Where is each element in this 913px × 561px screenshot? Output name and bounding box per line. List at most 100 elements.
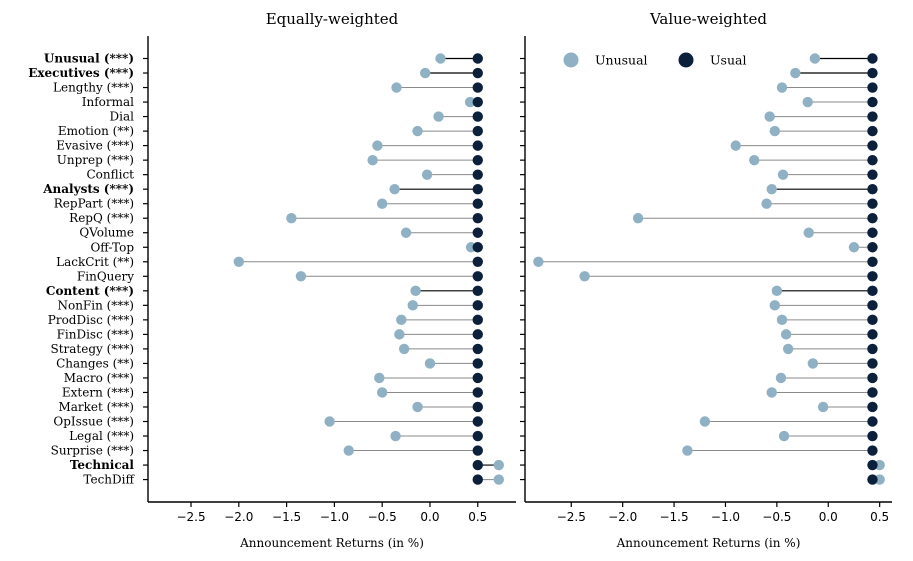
usual-point-surprise — [472, 445, 483, 456]
usual-point-technical — [472, 459, 483, 471]
category-label-opissue: OpIssue (***) — [53, 415, 134, 429]
unusual-point-dial — [764, 111, 775, 122]
category-label-macro: Macro (***) — [64, 371, 134, 385]
unusual-point-unprep — [749, 154, 760, 166]
unusual-point-surprise — [343, 445, 354, 456]
unusual-point-strategy — [398, 343, 410, 355]
usual-point-finquery — [867, 271, 878, 282]
unusual-point-evasive — [372, 140, 383, 151]
unusual-point-strategy — [782, 343, 794, 355]
usual-point-extern — [867, 387, 878, 398]
usual-point-strategy — [472, 343, 483, 355]
usual-point-reppart — [867, 198, 878, 209]
unusual-point-market — [817, 401, 829, 413]
category-label-technical: Technical — [70, 458, 135, 472]
unusual-point-executives — [790, 67, 801, 79]
unusual-point-lackcrit — [533, 256, 544, 267]
usual-point-evasive — [472, 140, 483, 151]
usual-point-opissue — [472, 416, 483, 427]
category-label-informal: Informal — [82, 95, 134, 109]
usual-point-macro — [867, 372, 878, 384]
unusual-point-macro — [374, 372, 385, 384]
category-label-off-top: Off-Top — [90, 240, 134, 254]
unusual-point-extern — [376, 387, 388, 398]
category-label-proddisc: ProdDisc (***) — [48, 313, 134, 327]
unusual-point-lackcrit — [233, 256, 245, 267]
category-label-nonfin: NonFin (***) — [57, 298, 134, 312]
usual-point-unprep — [472, 154, 483, 166]
unusual-point-emotion — [412, 125, 423, 137]
unusual-point-unusual — [809, 53, 821, 64]
usual-point-analysts — [867, 183, 878, 195]
unusual-point-qvolume — [803, 227, 814, 238]
usual-point-strategy — [867, 343, 878, 355]
unusual-point-techdiff — [493, 474, 504, 485]
usual-point-qvolume — [472, 227, 483, 238]
usual-point-proddisc — [472, 314, 483, 326]
usual-point-informal — [867, 96, 878, 108]
usual-point-emotion — [867, 125, 878, 137]
panel-equally-weighted: Equally-weighted Announcement Returns (i… — [28, 10, 516, 550]
usual-point-changes — [472, 358, 483, 369]
unusual-point-techdiff — [874, 474, 885, 485]
usual-point-techdiff — [867, 474, 878, 485]
category-label-unusual: Unusual (***) — [44, 52, 134, 66]
unusual-point-technical — [493, 459, 504, 471]
unusual-point-executives — [419, 67, 431, 79]
unusual-point-market — [412, 401, 423, 413]
x-tick-label: −2.0 — [608, 510, 637, 524]
usual-point-analysts — [472, 183, 483, 195]
usual-point-legal — [867, 430, 878, 442]
category-label-lengthy: Lengthy (***) — [53, 81, 134, 95]
category-label-reppart: RepPart (***) — [54, 197, 134, 211]
legend-marker-unusual — [563, 52, 579, 68]
unusual-point-macro — [775, 372, 787, 384]
usual-point-dial — [472, 111, 483, 122]
usual-point-unprep — [867, 154, 878, 166]
x-tick-label: −2.0 — [224, 510, 253, 524]
category-label-techdiff: TechDiff — [83, 473, 135, 487]
unusual-point-content — [410, 285, 421, 297]
category-label-legal: Legal (***) — [69, 429, 134, 443]
panel-title-equally-weighted: Equally-weighted — [266, 10, 399, 28]
category-label-changes: Changes (**) — [56, 356, 134, 370]
unusual-point-informal — [464, 96, 476, 108]
category-label-emotion: Emotion (**) — [58, 124, 134, 138]
usual-point-unusual — [472, 53, 483, 64]
unusual-point-off-top — [848, 242, 860, 253]
usual-point-lengthy — [867, 82, 878, 93]
unusual-point-proddisc — [776, 314, 788, 326]
usual-point-findisc — [472, 329, 483, 340]
unusual-point-changes — [807, 358, 819, 369]
usual-point-legal — [472, 430, 483, 442]
unusual-point-technical — [874, 459, 885, 471]
unusual-point-analysts — [389, 183, 400, 195]
unusual-point-conflict — [777, 169, 789, 180]
unusual-point-legal — [390, 430, 401, 442]
unusual-point-emotion — [769, 125, 781, 137]
x-axis-label-value-weighted: Announcement Returns (in %) — [616, 536, 801, 550]
x-tick-label: −1.0 — [320, 510, 349, 524]
usual-point-conflict — [867, 169, 878, 180]
usual-point-lengthy — [472, 82, 483, 93]
usual-point-opissue — [867, 416, 878, 427]
usual-point-dial — [867, 111, 878, 122]
unusual-point-content — [771, 285, 783, 297]
unusual-point-findisc — [780, 329, 792, 340]
unusual-point-repq — [632, 213, 644, 224]
usual-point-techdiff — [472, 474, 483, 485]
unusual-point-lengthy — [776, 82, 788, 93]
x-tick-label: −1.0 — [711, 510, 740, 524]
category-label-strategy: Strategy (***) — [51, 342, 135, 356]
usual-point-unusual — [867, 53, 878, 64]
unusual-point-opissue — [699, 416, 711, 427]
unusual-point-unusual — [435, 53, 446, 64]
usual-point-changes — [867, 358, 878, 369]
unusual-point-nonfin — [407, 300, 418, 311]
category-label-qvolume: QVolume — [79, 226, 134, 240]
usual-point-reppart — [472, 198, 483, 209]
unusual-point-surprise — [682, 445, 693, 456]
category-label-repq: RepQ (***) — [69, 211, 134, 225]
unusual-point-finquery — [295, 271, 307, 282]
